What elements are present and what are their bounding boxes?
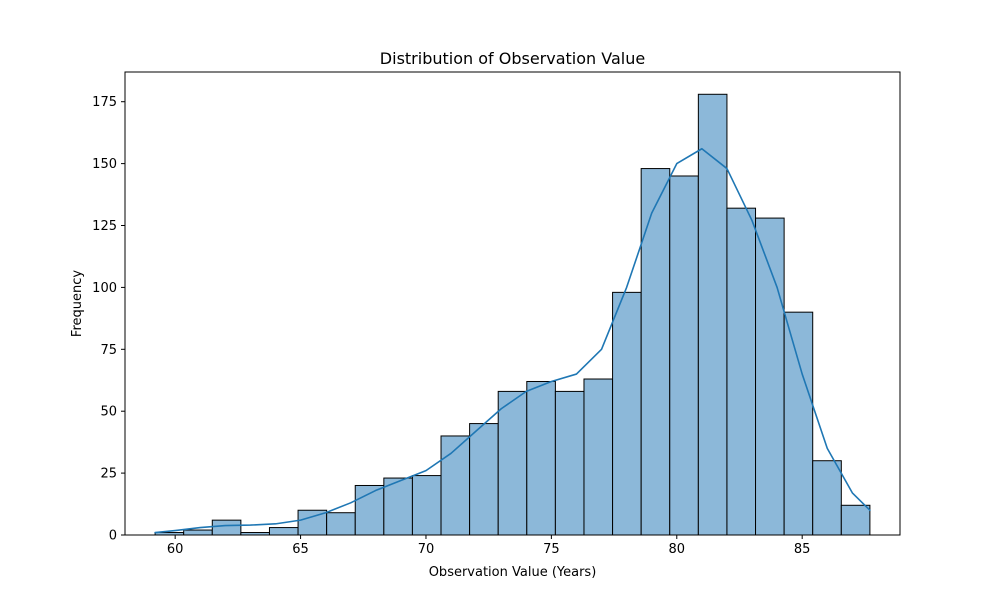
y-axis-label: Frequency bbox=[70, 270, 85, 337]
histogram-bar bbox=[211, 519, 242, 536]
bars-layer bbox=[154, 93, 871, 536]
x-tick-label: 70 bbox=[418, 542, 435, 557]
y-tick-label: 175 bbox=[92, 95, 117, 110]
y-tick-label: 125 bbox=[92, 219, 117, 234]
x-tick-label: 60 bbox=[167, 542, 184, 557]
y-tick-label: 50 bbox=[100, 405, 117, 420]
y-tick-label: 75 bbox=[100, 343, 117, 358]
histogram-bar bbox=[840, 504, 871, 536]
y-axis: 0 25 50 75 100 125 150 175 bbox=[92, 95, 125, 544]
histogram-bar bbox=[268, 527, 299, 536]
histogram-bar bbox=[697, 93, 728, 536]
histogram-bar bbox=[526, 380, 556, 536]
kde-curve bbox=[154, 147, 871, 534]
histogram-bar bbox=[497, 390, 528, 536]
y-tick-label: 25 bbox=[100, 467, 117, 482]
histogram-bar bbox=[383, 477, 413, 536]
x-tick-label: 65 bbox=[292, 542, 309, 557]
x-tick-label: 80 bbox=[669, 542, 686, 557]
histogram-bar bbox=[726, 207, 757, 536]
y-tick-label: 100 bbox=[92, 281, 117, 296]
histogram-bar bbox=[554, 390, 585, 536]
y-tick-label: 0 bbox=[109, 529, 117, 544]
histogram-bar bbox=[440, 435, 471, 536]
histogram-bar bbox=[783, 311, 814, 536]
histogram-bar bbox=[583, 378, 614, 536]
histogram-bar bbox=[812, 460, 842, 536]
histogram-bar bbox=[669, 175, 699, 536]
histogram-bar bbox=[183, 529, 213, 536]
x-tick-label: 85 bbox=[794, 542, 811, 557]
plot-area-frame bbox=[124, 71, 901, 536]
histogram-bar bbox=[411, 475, 442, 536]
y-tick-label: 150 bbox=[92, 157, 117, 172]
x-tick-label: 75 bbox=[543, 542, 560, 557]
x-axis-label: Observation Value (Years) bbox=[429, 565, 597, 580]
histogram-bar bbox=[469, 423, 499, 536]
histogram-bar bbox=[612, 291, 642, 536]
histogram-bar bbox=[326, 512, 356, 536]
histogram-bar bbox=[640, 168, 671, 536]
kde-layer bbox=[154, 147, 871, 534]
chart-title: Distribution of Observation Value bbox=[380, 49, 645, 68]
x-axis: 60 65 70 75 80 85 bbox=[167, 535, 811, 557]
histogram-bar bbox=[755, 217, 785, 536]
